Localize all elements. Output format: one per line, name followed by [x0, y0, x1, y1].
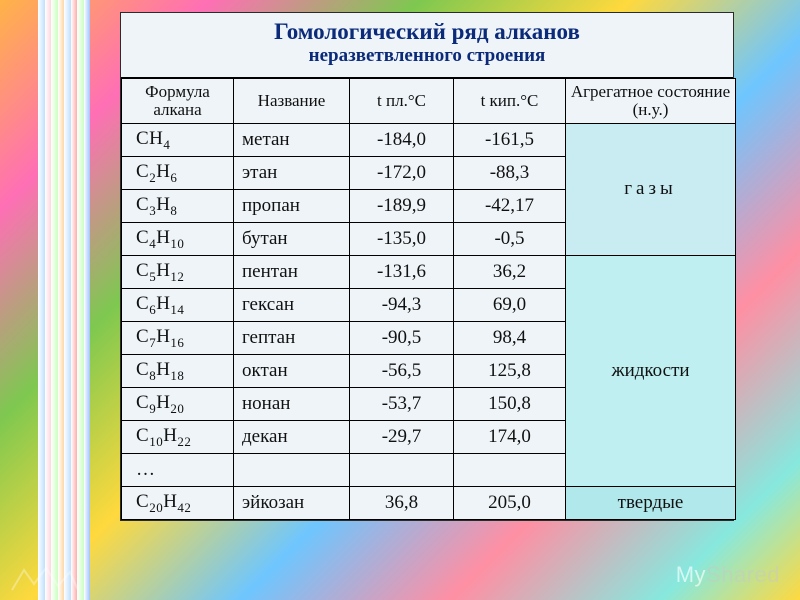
- cell-name: метан: [234, 123, 350, 156]
- cell-t-melt: -172,0: [350, 156, 454, 189]
- cell-name: бутан: [234, 222, 350, 255]
- cell-t-boil: 36,2: [454, 255, 566, 288]
- cell-formula: …: [122, 453, 234, 486]
- table-row: C20H42эйкозан36,8205,0твердые: [122, 486, 736, 519]
- cell-t-boil: -0,5: [454, 222, 566, 255]
- cell-t-melt: 36,8: [350, 486, 454, 519]
- cell-t-melt: -56,5: [350, 354, 454, 387]
- cell-formula: C20H42: [122, 486, 234, 519]
- title-sub: неразветвленного строения: [125, 45, 729, 67]
- cell-t-boil: 205,0: [454, 486, 566, 519]
- cell-formula: C5H12: [122, 255, 234, 288]
- cell-t-boil: 98,4: [454, 321, 566, 354]
- cell-t-boil: -42,17: [454, 189, 566, 222]
- cell-formula: C10H22: [122, 420, 234, 453]
- col-tmelt: t пл.°С: [350, 79, 454, 124]
- cell-state: жидкости: [566, 255, 736, 486]
- cell-formula: C3H8: [122, 189, 234, 222]
- cell-t-melt: -189,9: [350, 189, 454, 222]
- cell-name: гексан: [234, 288, 350, 321]
- col-tboil: t кип.°С: [454, 79, 566, 124]
- cell-name: пропан: [234, 189, 350, 222]
- table-row: C5H12пентан-131,636,2жидкости: [122, 255, 736, 288]
- title-block: Гомологический ряд алканов неразветвленн…: [121, 13, 733, 78]
- cell-t-boil: [454, 453, 566, 486]
- cell-t-melt: -94,3: [350, 288, 454, 321]
- cell-name: пентан: [234, 255, 350, 288]
- cell-t-boil: -88,3: [454, 156, 566, 189]
- watermark: MyShared: [676, 562, 780, 588]
- cell-t-melt: [350, 453, 454, 486]
- cell-state: газы: [566, 123, 736, 255]
- cell-state: твердые: [566, 486, 736, 519]
- cell-formula: C8H18: [122, 354, 234, 387]
- title-main: Гомологический ряд алканов: [125, 19, 729, 45]
- cell-name: гептан: [234, 321, 350, 354]
- cell-formula: C9H20: [122, 387, 234, 420]
- cell-formula: C4H10: [122, 222, 234, 255]
- watermark-right: Shared: [706, 562, 780, 587]
- cell-name: октан: [234, 354, 350, 387]
- watermark-left: My: [676, 562, 706, 587]
- cell-t-boil: 174,0: [454, 420, 566, 453]
- cell-t-boil: 150,8: [454, 387, 566, 420]
- table-body: CH4метан-184,0-161,5газыC2H6этан-172,0-8…: [122, 123, 736, 519]
- cell-formula: C2H6: [122, 156, 234, 189]
- cell-t-melt: -184,0: [350, 123, 454, 156]
- cell-name: этан: [234, 156, 350, 189]
- col-formula: Формула алкана: [122, 79, 234, 124]
- cell-formula: C6H14: [122, 288, 234, 321]
- table-panel: Гомологический ряд алканов неразветвленн…: [120, 12, 734, 521]
- cell-t-boil: 69,0: [454, 288, 566, 321]
- col-state: Агрегатное состояние (н.у.): [566, 79, 736, 124]
- alkanes-table: Формула алкана Название t пл.°С t кип.°С…: [121, 78, 736, 520]
- cell-t-melt: -53,7: [350, 387, 454, 420]
- cell-t-melt: -90,5: [350, 321, 454, 354]
- table-row: CH4метан-184,0-161,5газы: [122, 123, 736, 156]
- table-header-row: Формула алкана Название t пл.°С t кип.°С…: [122, 79, 736, 124]
- cell-name: нонан: [234, 387, 350, 420]
- cell-name: [234, 453, 350, 486]
- cell-t-boil: -161,5: [454, 123, 566, 156]
- decorative-stripes: [38, 0, 90, 600]
- cell-formula: C7H16: [122, 321, 234, 354]
- col-name: Название: [234, 79, 350, 124]
- cell-t-melt: -135,0: [350, 222, 454, 255]
- cell-name: декан: [234, 420, 350, 453]
- cell-formula: CH4: [122, 123, 234, 156]
- cell-t-melt: -131,6: [350, 255, 454, 288]
- cell-t-melt: -29,7: [350, 420, 454, 453]
- cell-t-boil: 125,8: [454, 354, 566, 387]
- cell-name: эйкозан: [234, 486, 350, 519]
- corner-decoration-icon: [10, 564, 80, 594]
